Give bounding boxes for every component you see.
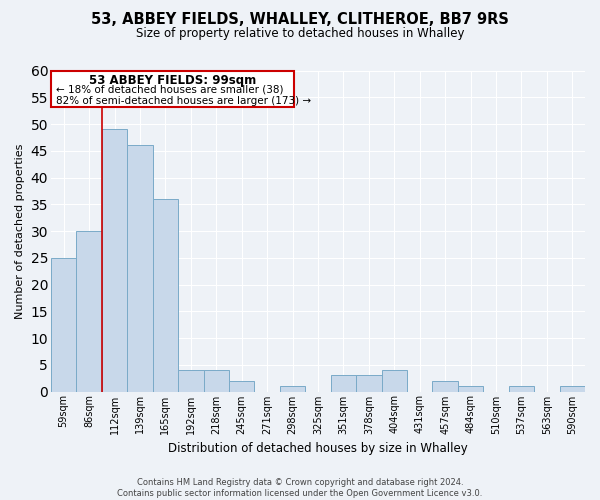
- FancyBboxPatch shape: [51, 70, 294, 108]
- Bar: [229, 381, 254, 392]
- Y-axis label: Number of detached properties: Number of detached properties: [15, 144, 25, 318]
- Text: Contains HM Land Registry data © Crown copyright and database right 2024.
Contai: Contains HM Land Registry data © Crown c…: [118, 478, 482, 498]
- Bar: [560, 386, 585, 392]
- Bar: [331, 376, 356, 392]
- Bar: [509, 386, 534, 392]
- Bar: [356, 376, 382, 392]
- Bar: [51, 258, 76, 392]
- Bar: [102, 130, 127, 392]
- Bar: [203, 370, 229, 392]
- Bar: [280, 386, 305, 392]
- Text: 53 ABBEY FIELDS: 99sqm: 53 ABBEY FIELDS: 99sqm: [89, 74, 256, 86]
- Bar: [178, 370, 203, 392]
- Text: 53, ABBEY FIELDS, WHALLEY, CLITHEROE, BB7 9RS: 53, ABBEY FIELDS, WHALLEY, CLITHEROE, BB…: [91, 12, 509, 28]
- Text: ← 18% of detached houses are smaller (38): ← 18% of detached houses are smaller (38…: [56, 84, 284, 94]
- Bar: [152, 199, 178, 392]
- Text: Size of property relative to detached houses in Whalley: Size of property relative to detached ho…: [136, 28, 464, 40]
- Bar: [382, 370, 407, 392]
- Bar: [127, 146, 152, 392]
- Text: 82% of semi-detached houses are larger (173) →: 82% of semi-detached houses are larger (…: [56, 96, 311, 106]
- Bar: [433, 381, 458, 392]
- Bar: [458, 386, 483, 392]
- Bar: [76, 231, 102, 392]
- X-axis label: Distribution of detached houses by size in Whalley: Distribution of detached houses by size …: [168, 442, 468, 455]
